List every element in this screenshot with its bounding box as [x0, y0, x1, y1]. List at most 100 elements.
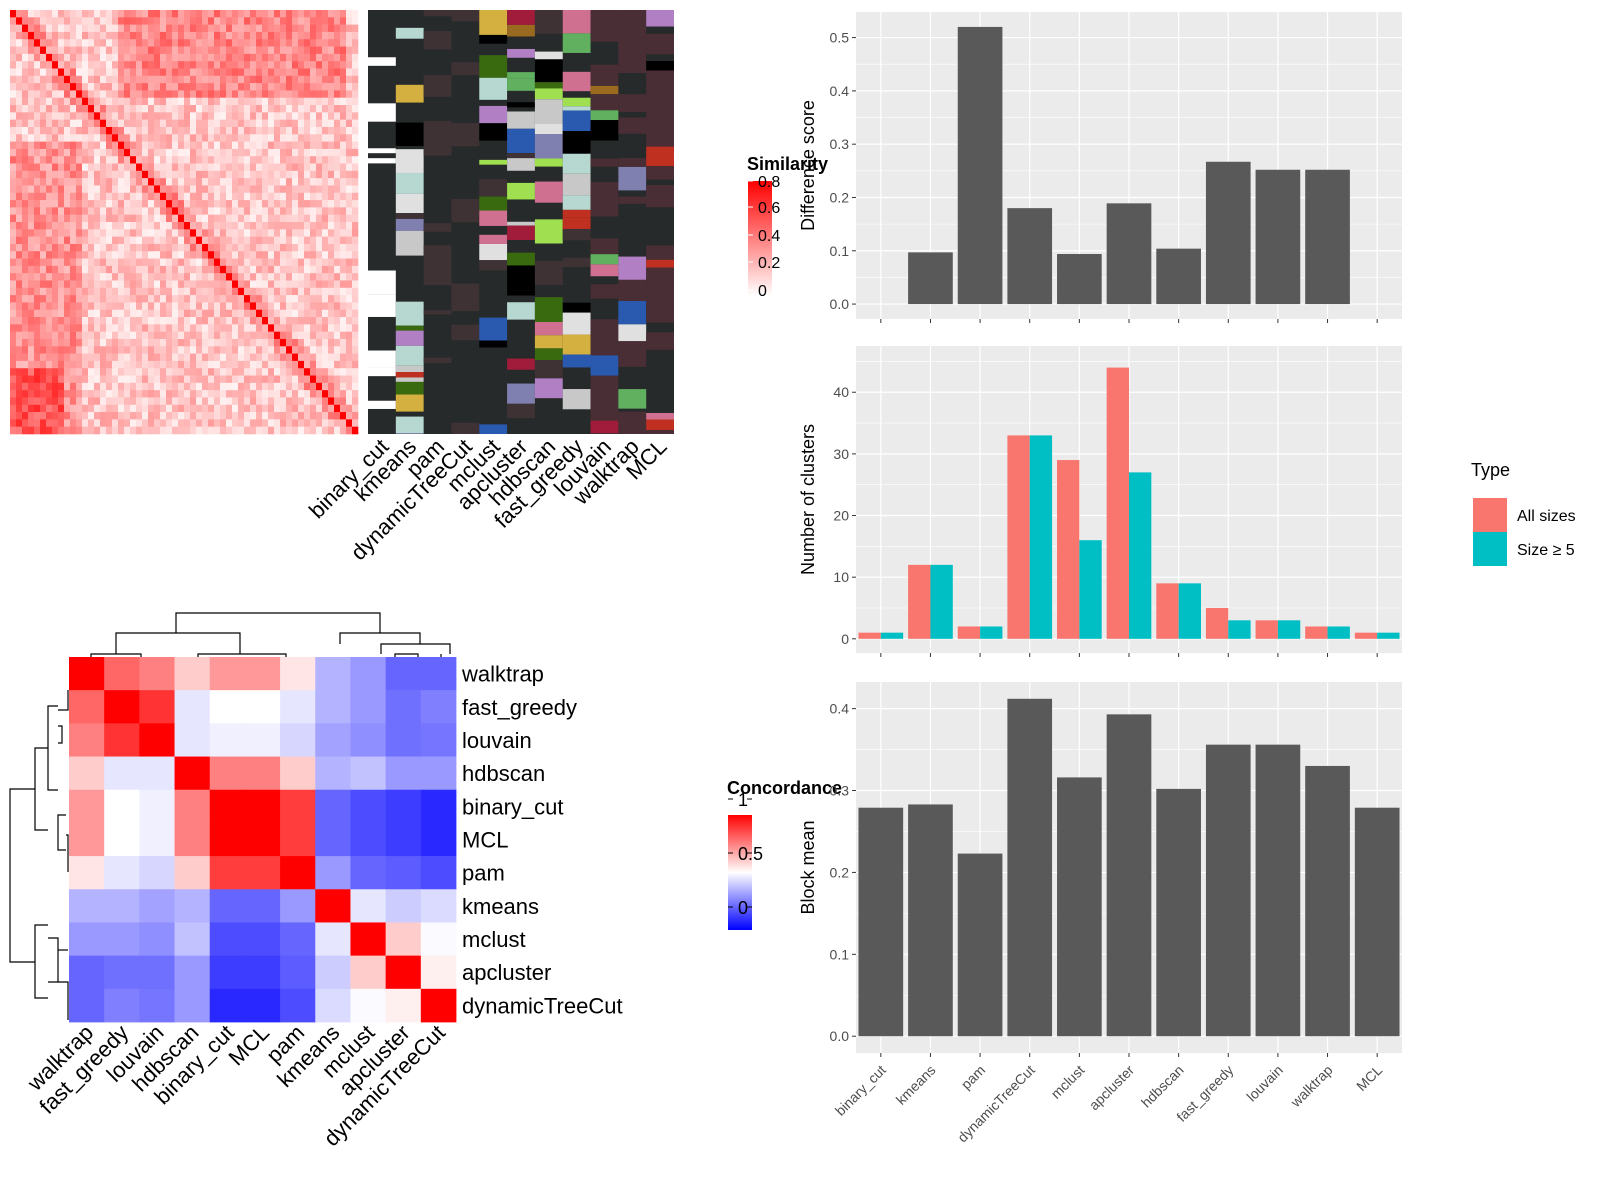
- similarity-cell: [316, 273, 323, 281]
- similarity-cell: [202, 258, 209, 267]
- annotation-segment: [590, 388, 619, 410]
- similarity-cell: [100, 119, 107, 128]
- similarity-cell: [28, 236, 35, 245]
- similarity-cell: [196, 251, 203, 259]
- similarity-cell: [112, 68, 119, 77]
- similarity-cell: [136, 280, 143, 289]
- similarity-cell: [238, 317, 245, 325]
- similarity-cell: [166, 156, 173, 164]
- similarity-cell: [154, 273, 161, 281]
- similarity-cell: [136, 273, 143, 281]
- concordance-cell: [209, 657, 246, 691]
- similarity-cell: [208, 61, 215, 69]
- similarity-cell: [226, 178, 233, 186]
- similarity-cell: [334, 192, 341, 201]
- similarity-cell: [214, 412, 221, 420]
- similarity-cell: [208, 222, 215, 230]
- similarity-cell: [52, 251, 59, 259]
- similarity-cell: [46, 265, 53, 274]
- concordance-legend: Concordance 00.51: [727, 778, 842, 930]
- similarity-cell: [352, 243, 359, 252]
- similarity-cell: [328, 280, 335, 289]
- similarity-cell: [346, 382, 353, 391]
- similarity-cell: [190, 185, 197, 194]
- similarity-cell: [94, 222, 101, 230]
- similarity-cell: [274, 148, 281, 157]
- similarity-cell: [346, 397, 353, 406]
- similarity-cell: [130, 192, 137, 201]
- similarity-cell: [244, 185, 251, 194]
- similarity-cell: [118, 280, 125, 289]
- similarity-cell: [328, 317, 335, 325]
- similarity-cell: [94, 382, 101, 391]
- similarity-cell: [202, 97, 209, 106]
- similarity-cell: [226, 346, 233, 354]
- similarity-cell: [298, 46, 305, 55]
- similarity-cell: [250, 105, 257, 113]
- similarity-cell: [142, 207, 149, 215]
- similarity-cell: [124, 258, 131, 267]
- similarity-cell: [352, 170, 359, 179]
- similarity-cell: [112, 324, 119, 332]
- similarity-cell: [262, 170, 269, 179]
- similarity-cell: [184, 236, 191, 245]
- similarity-cell: [244, 31, 251, 40]
- annotation-segment: [479, 179, 508, 197]
- similarity-cell: [136, 258, 143, 267]
- concordance-cell: [280, 690, 316, 724]
- similarity-cell: [208, 353, 215, 362]
- similarity-cell: [334, 207, 341, 215]
- similarity-cell: [256, 46, 263, 55]
- similarity-cell: [58, 68, 65, 77]
- similarity-cell: [22, 317, 29, 325]
- similarity-cell: [28, 229, 35, 237]
- annotation-segment: [479, 317, 508, 341]
- similarity-cell: [46, 302, 53, 311]
- similarity-cell: [340, 382, 347, 391]
- concordance-cell: [104, 889, 140, 923]
- similarity-cell: [142, 68, 149, 77]
- similarity-cell: [340, 134, 347, 142]
- similarity-cell: [232, 236, 239, 245]
- similarity-cell: [346, 178, 353, 186]
- similarity-cell: [142, 317, 149, 325]
- similarity-cell: [70, 185, 77, 194]
- concordance-cell: [139, 789, 175, 824]
- similarity-cell: [166, 163, 173, 172]
- similarity-cell: [220, 148, 227, 157]
- similarity-cell: [190, 360, 197, 369]
- annotation-segment: [368, 294, 396, 317]
- similarity-cell: [28, 222, 35, 230]
- concordance-cell: [174, 789, 211, 824]
- similarity-cell: [190, 346, 197, 354]
- similarity-cell: [130, 280, 137, 289]
- similarity-cell: [10, 134, 17, 142]
- similarity-cell: [142, 163, 149, 172]
- similarity-cell: [52, 404, 59, 413]
- similarity-cell: [130, 119, 137, 128]
- similarity-cell: [46, 309, 53, 318]
- similarity-cell: [148, 331, 155, 340]
- similarity-cell: [244, 24, 251, 33]
- similarity-cell: [232, 163, 239, 172]
- similarity-cell: [238, 251, 245, 259]
- similarity-cell: [94, 302, 101, 311]
- similarity-cell: [232, 295, 239, 303]
- similarity-cell: [100, 229, 107, 237]
- similarity-cell: [268, 134, 275, 142]
- similarity-cell: [52, 295, 59, 303]
- similarity-cell: [142, 200, 149, 208]
- annotation-segment: [395, 365, 424, 373]
- similarity-cell: [118, 17, 125, 25]
- similarity-cell: [322, 397, 329, 406]
- similarity-cell: [178, 90, 185, 99]
- similarity-cell: [322, 236, 329, 245]
- similarity-cell: [100, 214, 107, 223]
- similarity-cell: [172, 222, 179, 230]
- similarity-cell: [322, 222, 329, 230]
- similarity-cell: [238, 229, 245, 237]
- similarity-cell: [268, 200, 275, 208]
- annotation-segment: [423, 223, 452, 232]
- similarity-cell: [328, 295, 335, 303]
- similarity-cell: [220, 39, 227, 47]
